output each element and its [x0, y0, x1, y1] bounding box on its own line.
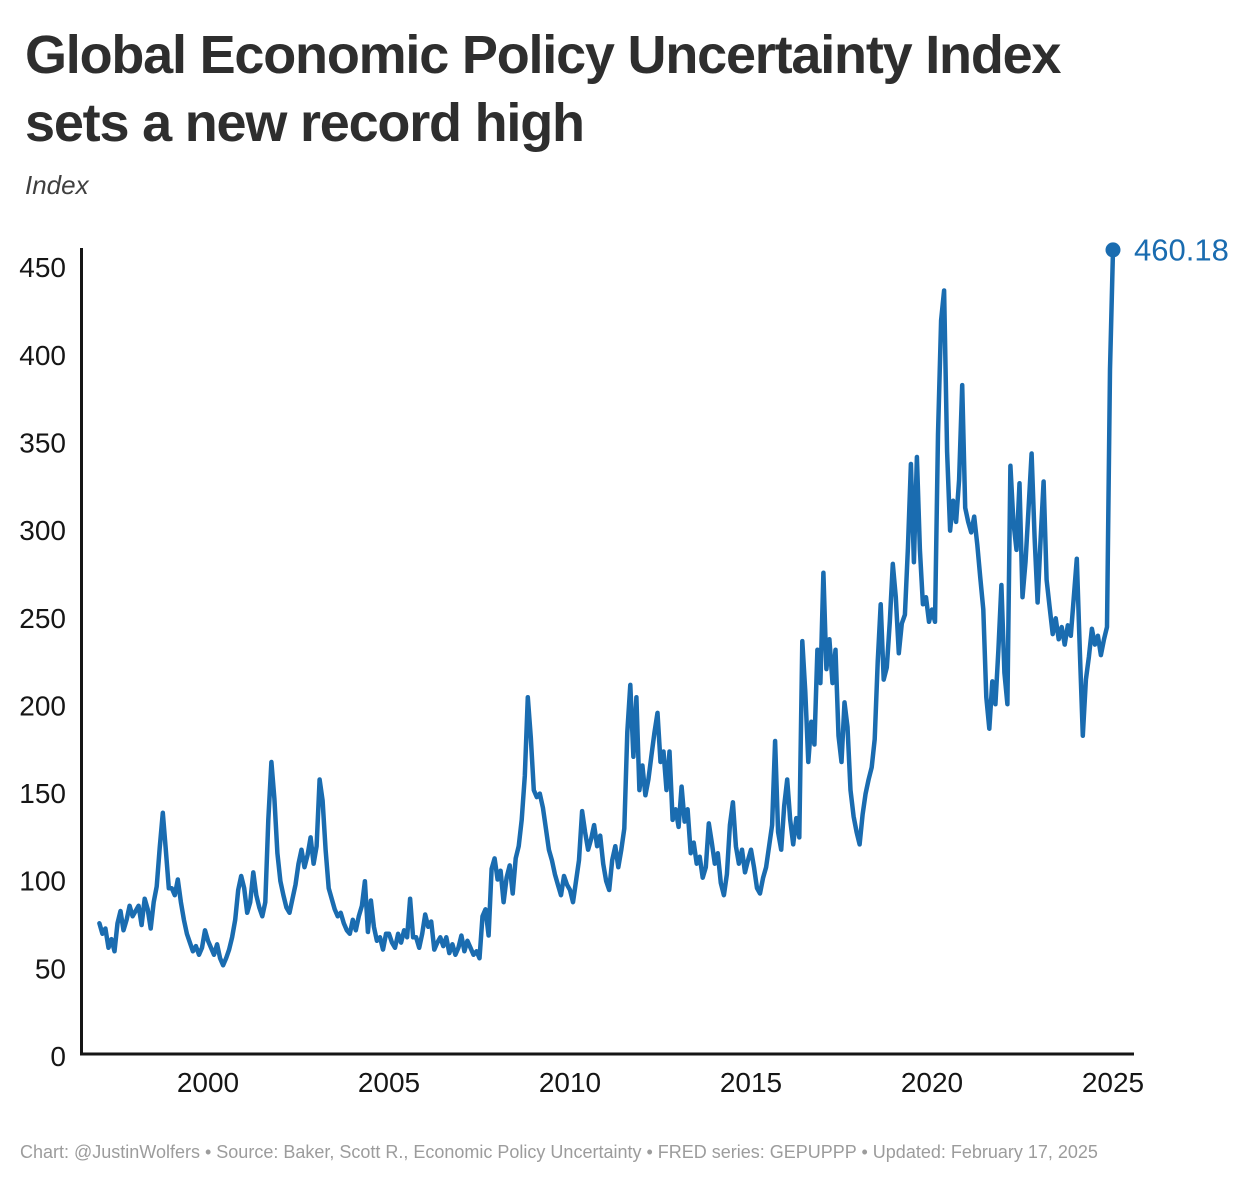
chart-footer: Chart: @JustinWolfers • Source: Baker, S… — [20, 1142, 1098, 1162]
y-axis-tick-label: 350 — [19, 427, 66, 458]
end-value-label: 460.18 — [1134, 232, 1229, 267]
y-axis-tick-label: 250 — [19, 603, 66, 634]
x-axis-tick-label: 2025 — [1082, 1067, 1144, 1098]
x-axis-tick-label: 2005 — [358, 1067, 420, 1098]
page-title: Global Economic Policy Uncertainty Index… — [25, 21, 1205, 157]
y-axis-tick-label: 300 — [19, 515, 66, 546]
y-axis-tick-label: 50 — [35, 953, 66, 984]
y-axis-tick-label: 150 — [19, 778, 66, 809]
y-axis-tick-label: 400 — [19, 340, 66, 371]
y-axis-tick-label: 0 — [50, 1041, 66, 1072]
epu-line-series — [97, 247, 1116, 968]
x-axis-tick-label: 2010 — [539, 1067, 601, 1098]
x-axis-tick-label: 2015 — [720, 1067, 782, 1098]
y-axis-tick-label: 450 — [19, 252, 66, 283]
y-axis-tick-label: 100 — [19, 866, 66, 897]
last-point-marker — [1105, 242, 1121, 258]
axis-unit-label: Index — [25, 170, 89, 200]
x-axis-tick-label: 2000 — [177, 1067, 239, 1098]
y-axis-tick-label: 200 — [19, 690, 66, 721]
page-title-line2: sets a new record high — [25, 93, 585, 153]
x-axis-tick-label: 2020 — [901, 1067, 963, 1098]
page-title-line1: Global Economic Policy Uncertainty Index — [25, 25, 1061, 85]
